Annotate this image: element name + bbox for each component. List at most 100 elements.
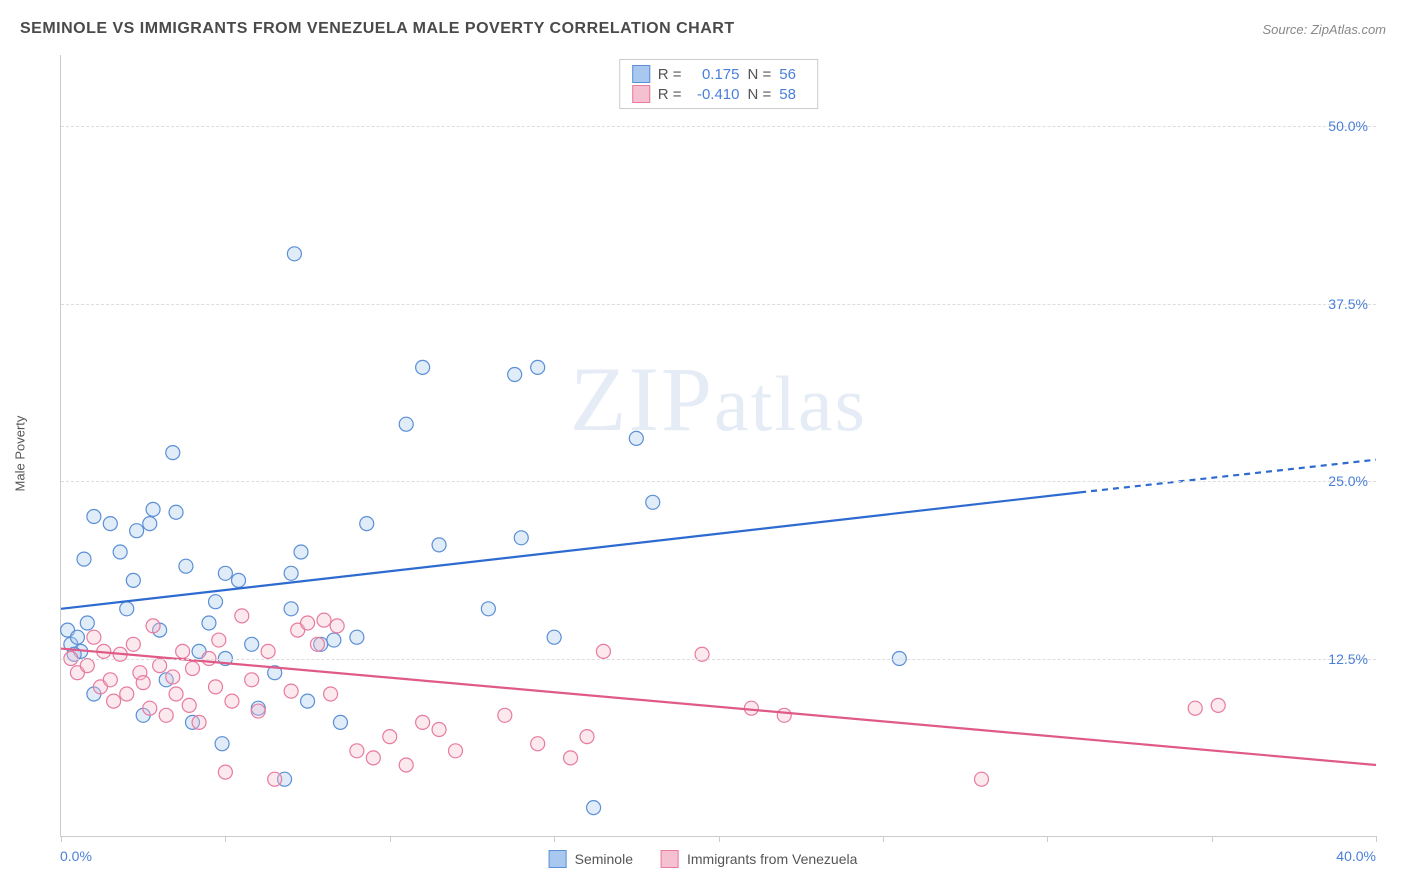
- data-point: [103, 517, 117, 531]
- data-point: [80, 659, 94, 673]
- data-point: [310, 637, 324, 651]
- data-point: [77, 552, 91, 566]
- data-point: [192, 715, 206, 729]
- data-point: [301, 694, 315, 708]
- y-tick-label: 37.5%: [1328, 296, 1368, 312]
- data-point: [383, 730, 397, 744]
- data-point: [416, 715, 430, 729]
- data-point: [87, 630, 101, 644]
- data-point: [235, 609, 249, 623]
- data-point: [245, 637, 259, 651]
- data-point: [179, 559, 193, 573]
- r-value: -0.410: [690, 86, 740, 103]
- data-point: [294, 545, 308, 559]
- data-point: [301, 616, 315, 630]
- gridline: [61, 126, 1376, 127]
- data-point: [153, 659, 167, 673]
- legend-label: Seminole: [575, 851, 633, 867]
- x-axis-end: 40.0%: [1336, 848, 1376, 864]
- data-point: [136, 676, 150, 690]
- data-point: [212, 633, 226, 647]
- data-point: [268, 772, 282, 786]
- r-label: R =: [658, 66, 682, 83]
- data-point: [107, 694, 121, 708]
- data-point: [80, 616, 94, 630]
- data-point: [126, 637, 140, 651]
- data-point: [366, 751, 380, 765]
- y-tick-label: 25.0%: [1328, 473, 1368, 489]
- legend-item: Immigrants from Venezuela: [661, 850, 857, 868]
- data-point: [531, 737, 545, 751]
- data-point: [284, 566, 298, 580]
- data-point: [130, 524, 144, 538]
- data-point: [547, 630, 561, 644]
- data-point: [120, 687, 134, 701]
- series-legend: Seminole Immigrants from Venezuela: [549, 850, 858, 868]
- x-axis-start: 0.0%: [60, 848, 92, 864]
- data-point: [261, 644, 275, 658]
- data-point: [215, 737, 229, 751]
- stats-row: R =-0.410N =58: [632, 84, 806, 104]
- y-axis-label: Male Poverty: [13, 416, 28, 492]
- data-point: [126, 573, 140, 587]
- data-point: [350, 744, 364, 758]
- x-tick: [390, 836, 391, 842]
- n-label: N =: [748, 66, 772, 83]
- data-point: [218, 765, 232, 779]
- data-point: [432, 538, 446, 552]
- data-point: [646, 495, 660, 509]
- data-point: [87, 510, 101, 524]
- n-value: 58: [779, 86, 805, 103]
- data-point: [350, 630, 364, 644]
- data-point: [284, 602, 298, 616]
- y-tick-label: 50.0%: [1328, 118, 1368, 134]
- data-point: [1188, 701, 1202, 715]
- chart-plot-area: ZIPatlas R =0.175N =56R =-0.410N =58 12.…: [60, 55, 1376, 837]
- n-value: 56: [779, 66, 805, 83]
- scatter-plot-svg: [61, 55, 1376, 836]
- data-point: [360, 517, 374, 531]
- data-point: [225, 694, 239, 708]
- data-point: [449, 744, 463, 758]
- data-point: [70, 630, 84, 644]
- x-tick: [1212, 836, 1213, 842]
- data-point: [629, 431, 643, 445]
- x-tick: [1047, 836, 1048, 842]
- data-point: [416, 360, 430, 374]
- data-point: [120, 602, 134, 616]
- legend-item: Seminole: [549, 850, 633, 868]
- x-tick: [554, 836, 555, 842]
- data-point: [284, 684, 298, 698]
- data-point: [324, 687, 338, 701]
- legend-swatch: [549, 850, 567, 868]
- x-tick: [225, 836, 226, 842]
- gridline: [61, 659, 1376, 660]
- stats-row: R =0.175N =56: [632, 64, 806, 84]
- x-tick: [1376, 836, 1377, 842]
- data-point: [209, 680, 223, 694]
- data-point: [209, 595, 223, 609]
- data-point: [508, 368, 522, 382]
- data-point: [103, 673, 117, 687]
- data-point: [531, 360, 545, 374]
- data-point: [186, 661, 200, 675]
- data-point: [176, 644, 190, 658]
- data-point: [169, 687, 183, 701]
- legend-swatch: [632, 85, 650, 103]
- data-point: [182, 698, 196, 712]
- source-text: Source: ZipAtlas.com: [1262, 22, 1386, 37]
- data-point: [166, 446, 180, 460]
- data-point: [146, 619, 160, 633]
- data-point: [166, 670, 180, 684]
- x-tick: [61, 836, 62, 842]
- data-point: [113, 545, 127, 559]
- gridline: [61, 481, 1376, 482]
- data-point: [159, 708, 173, 722]
- legend-label: Immigrants from Venezuela: [687, 851, 857, 867]
- legend-swatch: [661, 850, 679, 868]
- data-point: [587, 801, 601, 815]
- data-point: [481, 602, 495, 616]
- data-point: [218, 566, 232, 580]
- chart-title: SEMINOLE VS IMMIGRANTS FROM VENEZUELA MA…: [20, 20, 735, 38]
- n-label: N =: [748, 86, 772, 103]
